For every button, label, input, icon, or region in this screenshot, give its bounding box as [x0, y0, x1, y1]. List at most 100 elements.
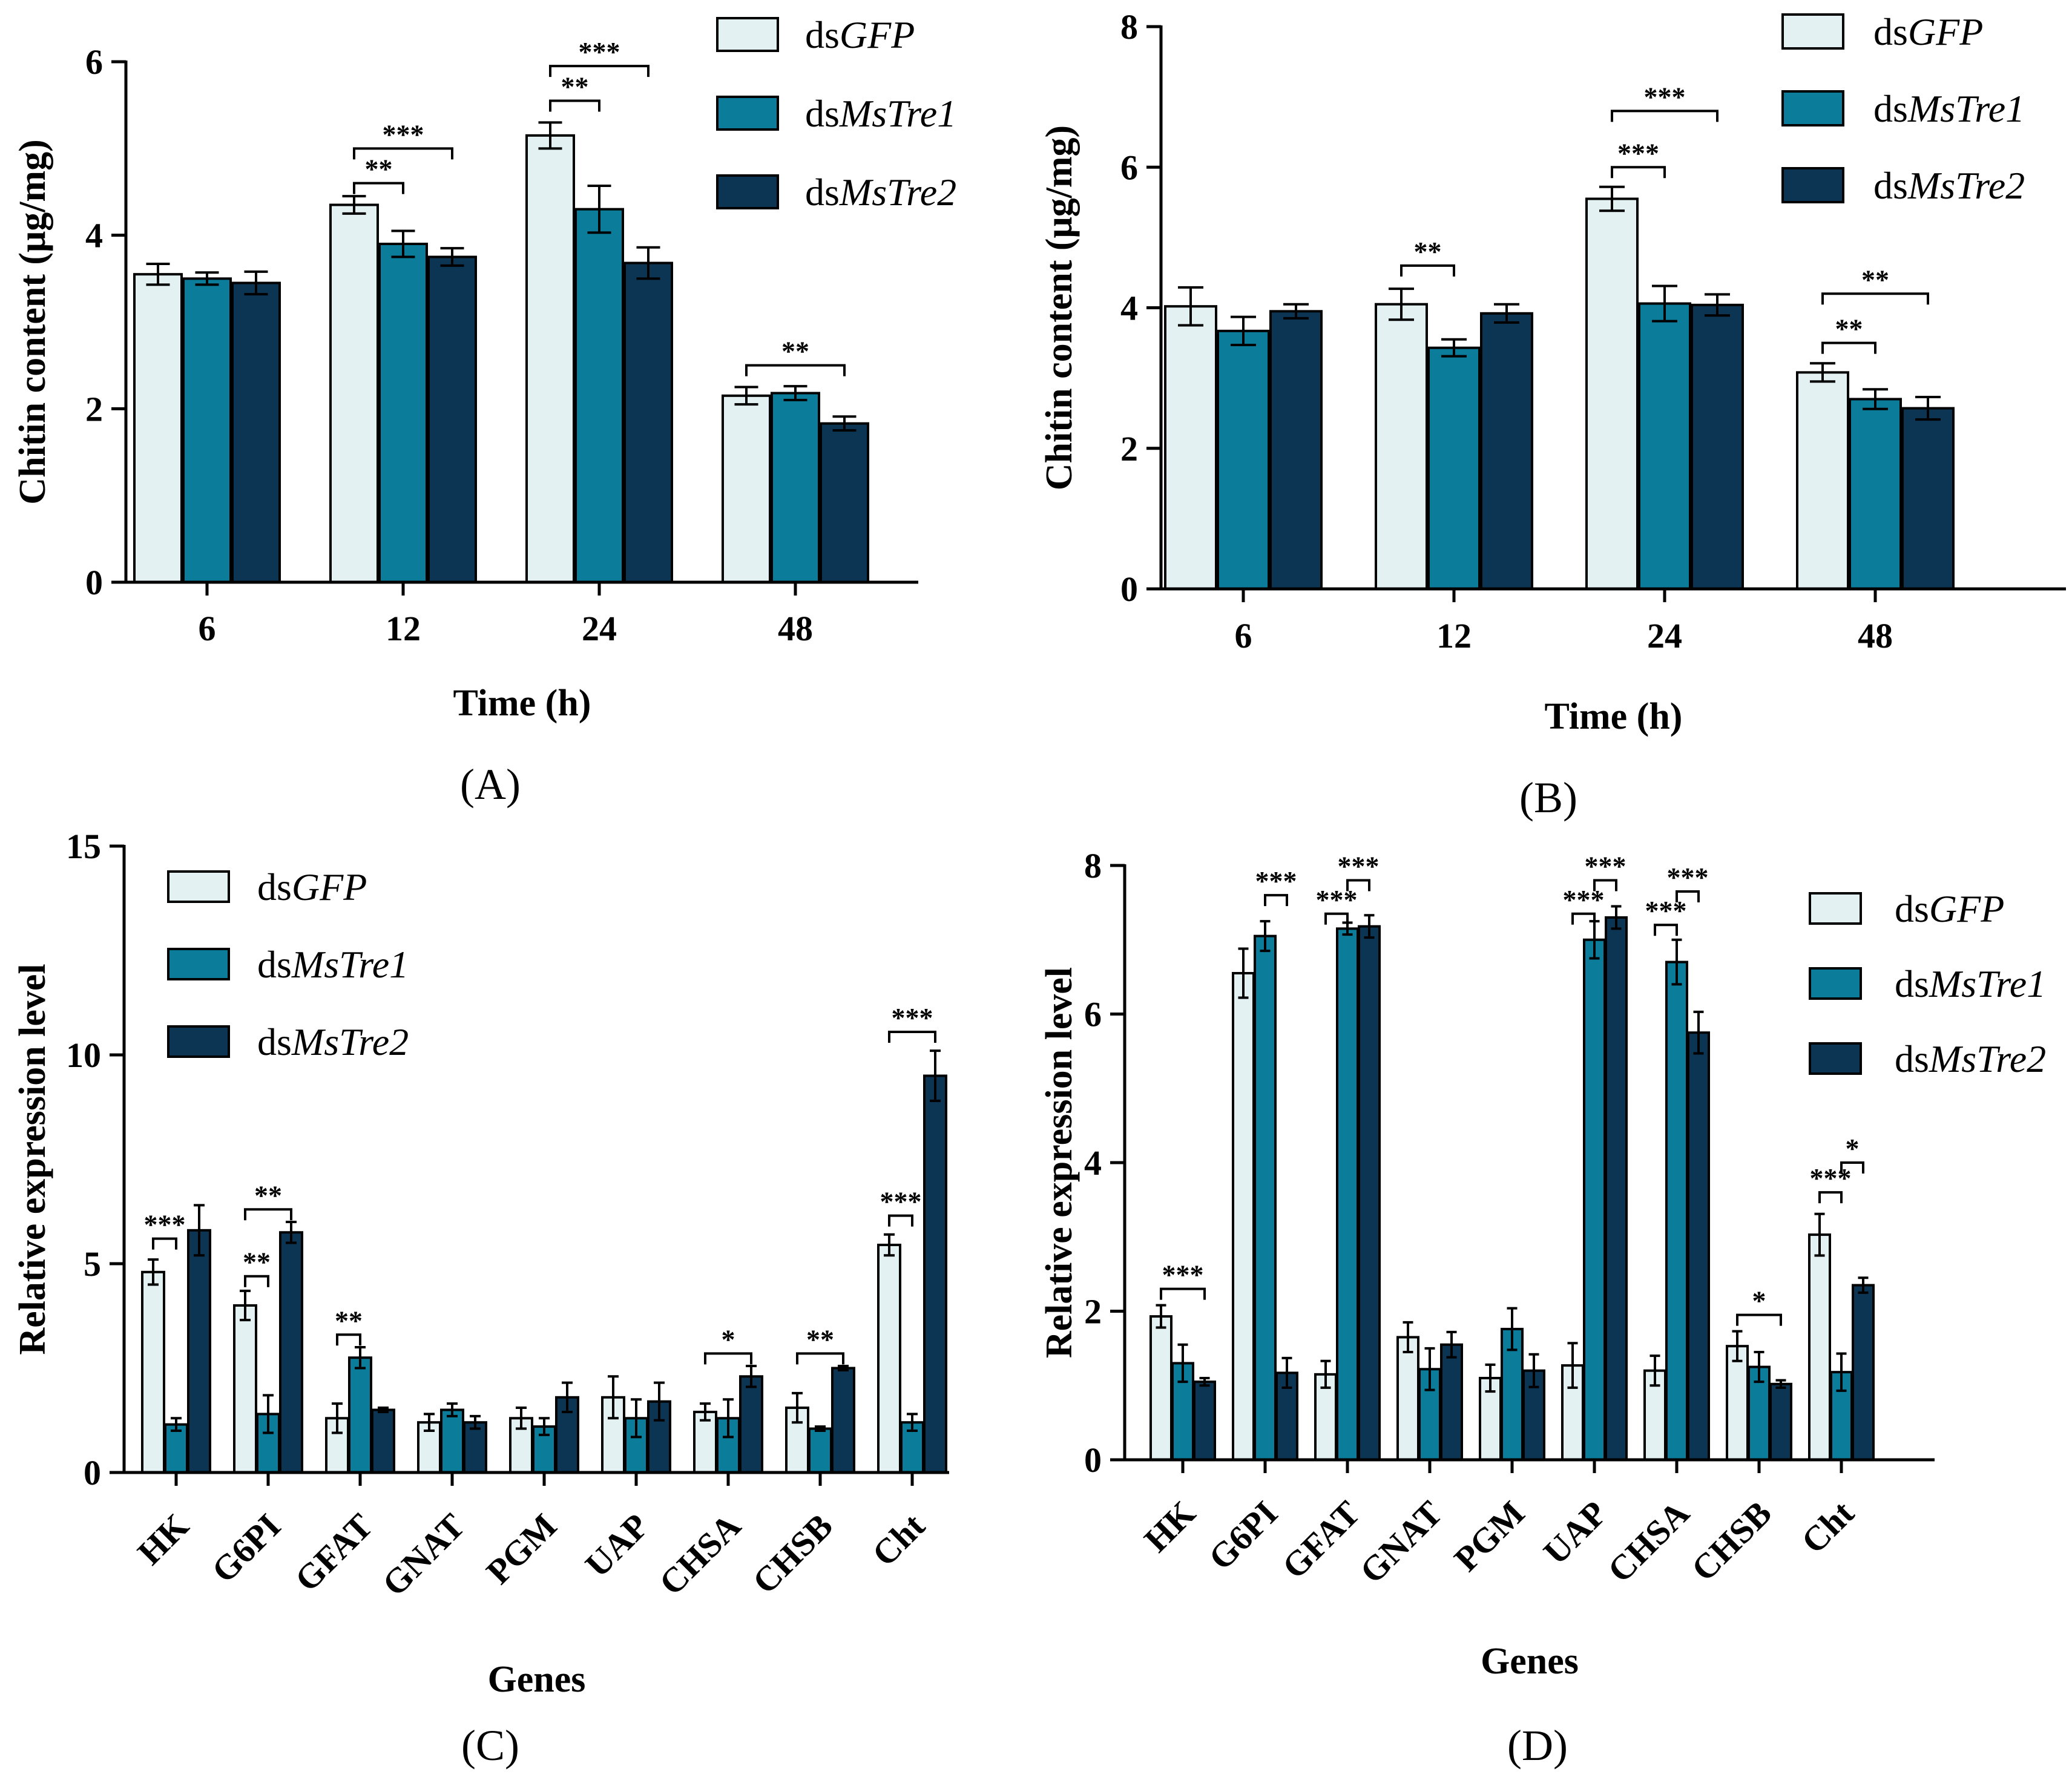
error-bar: [1260, 920, 1271, 953]
legend-swatch-dsmstre1: [1809, 967, 1862, 1000]
legend-label-dsmstre2: dsMsTre2: [805, 171, 956, 214]
bar-dsmstre1-48: [771, 392, 820, 583]
significance-label: *: [722, 1324, 735, 1354]
bar-dsmstre1-24: [1638, 302, 1691, 590]
bar-dsmstre2-chsb: [831, 1367, 855, 1474]
x-tick-label-gnat: GNAT: [375, 1506, 472, 1603]
significance-label: ***: [579, 36, 620, 67]
error-bar: [884, 1233, 895, 1257]
significance-bracket: ***: [1611, 137, 1666, 179]
x-tick-label-uap: UAP: [577, 1506, 656, 1584]
significance-bracket: **: [353, 154, 404, 194]
legend-label-dsgfp: dsGFP: [1873, 10, 1983, 53]
error-bar: [930, 1049, 941, 1102]
error-bar: [263, 1394, 274, 1434]
error-bar: [1177, 1343, 1188, 1384]
significance-bracket: ***: [1611, 81, 1718, 122]
error-bar: [734, 386, 758, 406]
legend-label-dsgfp: dsGFP: [1895, 887, 2004, 930]
legend: dsGFP dsMsTre1 dsMsTre2: [1809, 887, 2046, 1080]
legend-swatch-dsmstre1: [167, 948, 230, 980]
legend-label-dsmstre1: dsMsTre1: [1873, 87, 2025, 130]
legend-swatch-dsgfp: [167, 870, 230, 903]
y-tick-label: 6: [1084, 995, 1102, 1034]
bar-dsmstre1-chsb: [808, 1427, 832, 1474]
error-bar: [746, 1365, 757, 1388]
bar-dsmstre1-g6pi: [1254, 934, 1277, 1462]
x-tick-label-chsa: CHSA: [1600, 1493, 1697, 1590]
error-bar: [1403, 1321, 1413, 1354]
error-bar: [838, 1365, 849, 1371]
significance-label: ***: [1255, 865, 1297, 896]
y-tick-label: 10: [66, 1036, 101, 1075]
significance-bracket: **: [745, 336, 846, 376]
error-bar: [1199, 1376, 1210, 1387]
significance-bracket: *: [1736, 1285, 1782, 1326]
error-bar: [148, 1258, 159, 1286]
error-bar: [1494, 303, 1519, 324]
x-tick-label-6: 6: [199, 609, 216, 648]
x-tick-label-chsb: CHSB: [1684, 1493, 1780, 1589]
x-tick-label-cht: Cht: [1794, 1493, 1862, 1561]
legend-swatch-dsmstre2: [1809, 1042, 1862, 1075]
error-bar: [1732, 1330, 1743, 1362]
bar-dsmstre2-48: [820, 422, 869, 583]
significance-label: ***: [1563, 884, 1605, 915]
bar-dsmstre2-gfat: [371, 1408, 395, 1474]
error-bar: [1507, 1307, 1518, 1351]
significance-label: **: [561, 71, 589, 102]
significance-label: **: [806, 1324, 834, 1354]
error-bar: [1810, 362, 1835, 383]
y-tick-label: 0: [1120, 570, 1138, 609]
legend-label-dsmstre1: dsMsTre1: [1895, 962, 2046, 1005]
bar-dsgfp-24: [1585, 197, 1639, 591]
y-tick-label: 0: [1084, 1440, 1102, 1480]
y-tick-label: 6: [1120, 148, 1138, 187]
error-bar: [587, 184, 611, 234]
significance-bracket: **: [1400, 236, 1455, 277]
y-tick-label: 8: [1120, 7, 1138, 47]
significance-bracket: **: [244, 1180, 292, 1221]
bar-dsmstre1-6: [1217, 329, 1270, 590]
y-tick-label: 0: [84, 1453, 101, 1492]
error-bar: [1231, 315, 1256, 347]
bar-dsmstre2-gnat: [463, 1421, 487, 1474]
bar-dsmstre2-24: [1691, 303, 1744, 590]
y-axis-label: Chitin content (μg/mg): [1039, 125, 1080, 490]
significance-label: ***: [1162, 1259, 1204, 1290]
significance-label: ***: [1316, 884, 1358, 915]
significance-bracket: ***: [1160, 1259, 1206, 1300]
significance-bracket: **: [243, 1247, 271, 1287]
bar-dsgfp-6: [133, 273, 183, 583]
significance-label: **: [335, 1305, 363, 1336]
y-tick-label: 2: [85, 389, 103, 428]
bar-dsgfp-g6pi: [233, 1304, 257, 1474]
error-bar: [516, 1407, 527, 1430]
bar-dsgfp-12: [1375, 303, 1428, 590]
x-tick-label-48: 48: [778, 609, 813, 648]
error-bar: [146, 262, 170, 286]
bar-dsmstre2-6: [231, 281, 281, 583]
x-tick-label-48: 48: [1858, 616, 1893, 655]
error-bar: [1693, 1010, 1704, 1055]
error-bar: [815, 1425, 826, 1432]
significance-bracket: **: [796, 1324, 844, 1365]
legend-swatch-dsmstre2: [716, 174, 779, 209]
error-bar: [355, 1346, 366, 1370]
significance-label: **: [1861, 264, 1889, 295]
error-bar: [1649, 1354, 1660, 1387]
error-bar: [1611, 905, 1622, 930]
significance-bracket: **: [1821, 264, 1929, 305]
error-bar: [608, 1375, 619, 1420]
legend-swatch-dsmstre2: [1781, 167, 1844, 203]
bar-dsmstre2-24: [623, 261, 673, 583]
bar-dsmstre1-12: [378, 243, 428, 583]
error-bar: [1599, 185, 1625, 212]
y-axis-label: Relative expression level: [12, 964, 53, 1354]
x-tick-label-12: 12: [386, 609, 421, 648]
significance-bracket: **: [1821, 314, 1876, 354]
x-tick-label-pgm: PGM: [479, 1506, 565, 1592]
bar-dsmstre2-48: [1901, 407, 1955, 591]
